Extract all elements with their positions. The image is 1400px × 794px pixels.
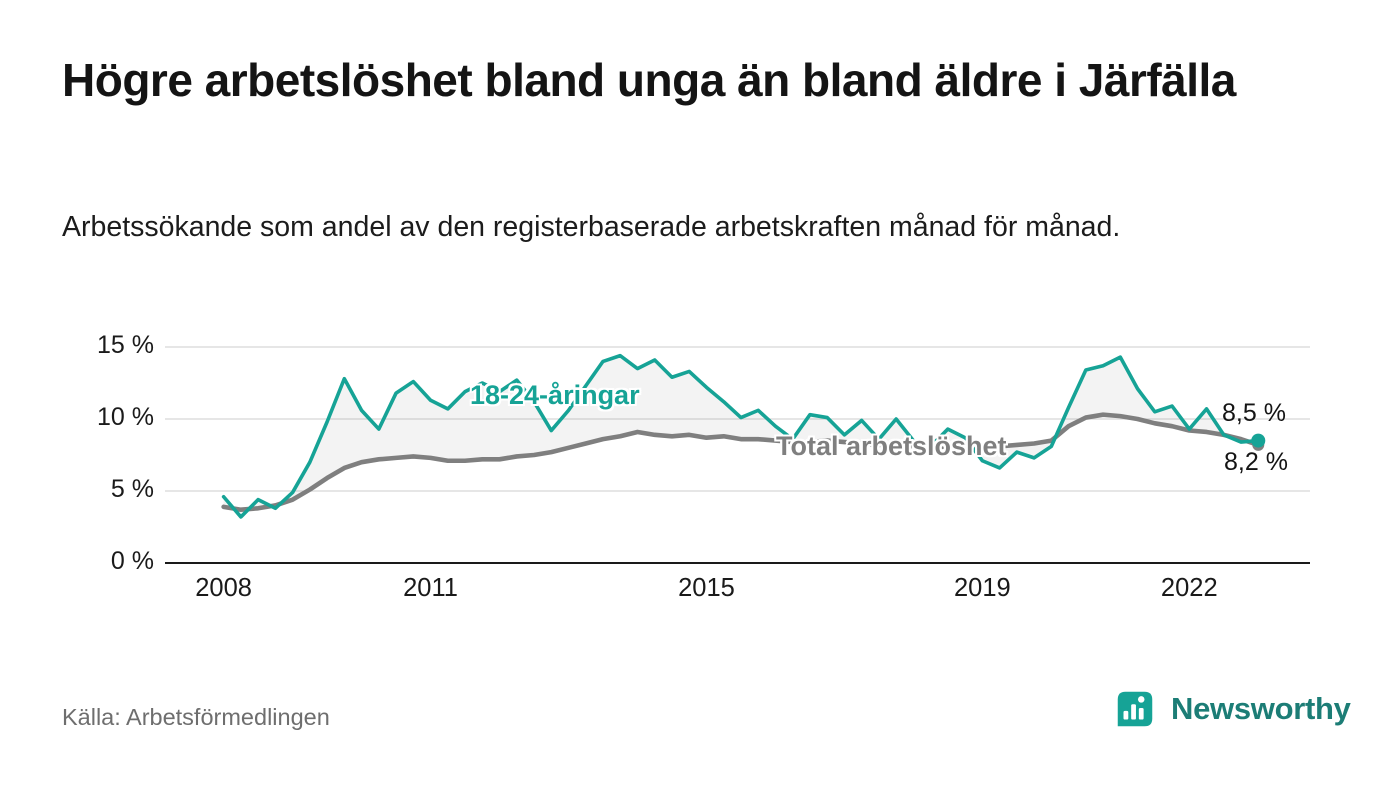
between-series-area bbox=[223, 355, 1259, 517]
y-axis-tick-label: 5 % bbox=[110, 475, 154, 503]
brand-logo: Newsworthy bbox=[1112, 686, 1351, 732]
brand-wordmark: Newsworthy bbox=[1171, 691, 1351, 726]
y-axis-tick-label: 0 % bbox=[110, 547, 154, 575]
y-axis-tick-label: 10 % bbox=[97, 403, 154, 431]
x-axis-tick-label: 2022 bbox=[1160, 574, 1218, 602]
end-value-youth: 8,5 % bbox=[1222, 399, 1286, 427]
line-total-unemployment bbox=[221, 412, 1261, 513]
page-subtitle: Arbetssökande som andel av den registerb… bbox=[62, 211, 1121, 243]
end-value-total: 8,2 % bbox=[1224, 448, 1288, 476]
source-note: Källa: Arbetsförmedlingen bbox=[62, 704, 330, 730]
series-label-total: Total arbetslöshet bbox=[776, 431, 1007, 461]
series-label-youth: 18-24-åringar bbox=[470, 380, 640, 410]
line-youth-unemployment bbox=[221, 353, 1261, 519]
x-axis-tick-label: 2019 bbox=[953, 574, 1011, 602]
x-axis-tick-label: 2011 bbox=[403, 574, 458, 602]
end-dot-youth bbox=[1251, 433, 1266, 448]
newsworthy-logo-icon bbox=[1117, 691, 1153, 727]
page-title: Högre arbetslöshet bland unga än bland ä… bbox=[62, 54, 1236, 106]
x-axis-tick-label: 2015 bbox=[678, 574, 735, 602]
y-axis-tick-label: 15 % bbox=[97, 331, 154, 359]
x-axis-tick-label: 2008 bbox=[195, 574, 252, 602]
